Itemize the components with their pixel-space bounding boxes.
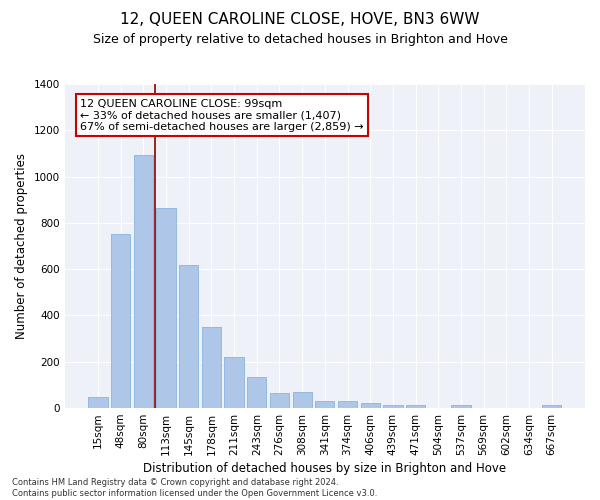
Bar <box>111 234 130 408</box>
Bar <box>224 357 244 408</box>
Y-axis label: Number of detached properties: Number of detached properties <box>15 153 28 339</box>
Bar <box>315 401 334 408</box>
Bar <box>157 208 176 408</box>
Bar <box>361 403 380 408</box>
Bar <box>338 401 357 408</box>
Bar <box>247 377 266 408</box>
Bar <box>270 393 289 408</box>
Bar <box>542 406 562 408</box>
Bar <box>451 406 470 408</box>
Bar <box>383 404 403 408</box>
Bar <box>406 404 425 408</box>
Text: 12, QUEEN CAROLINE CLOSE, HOVE, BN3 6WW: 12, QUEEN CAROLINE CLOSE, HOVE, BN3 6WW <box>120 12 480 28</box>
Bar <box>134 154 153 408</box>
Text: Contains HM Land Registry data © Crown copyright and database right 2024.
Contai: Contains HM Land Registry data © Crown c… <box>12 478 377 498</box>
Bar <box>88 397 107 408</box>
Bar <box>179 264 199 408</box>
Text: 12 QUEEN CAROLINE CLOSE: 99sqm
← 33% of detached houses are smaller (1,407)
67% : 12 QUEEN CAROLINE CLOSE: 99sqm ← 33% of … <box>80 98 364 132</box>
Bar <box>293 392 312 408</box>
X-axis label: Distribution of detached houses by size in Brighton and Hove: Distribution of detached houses by size … <box>143 462 506 475</box>
Bar <box>202 327 221 408</box>
Text: Size of property relative to detached houses in Brighton and Hove: Size of property relative to detached ho… <box>92 32 508 46</box>
